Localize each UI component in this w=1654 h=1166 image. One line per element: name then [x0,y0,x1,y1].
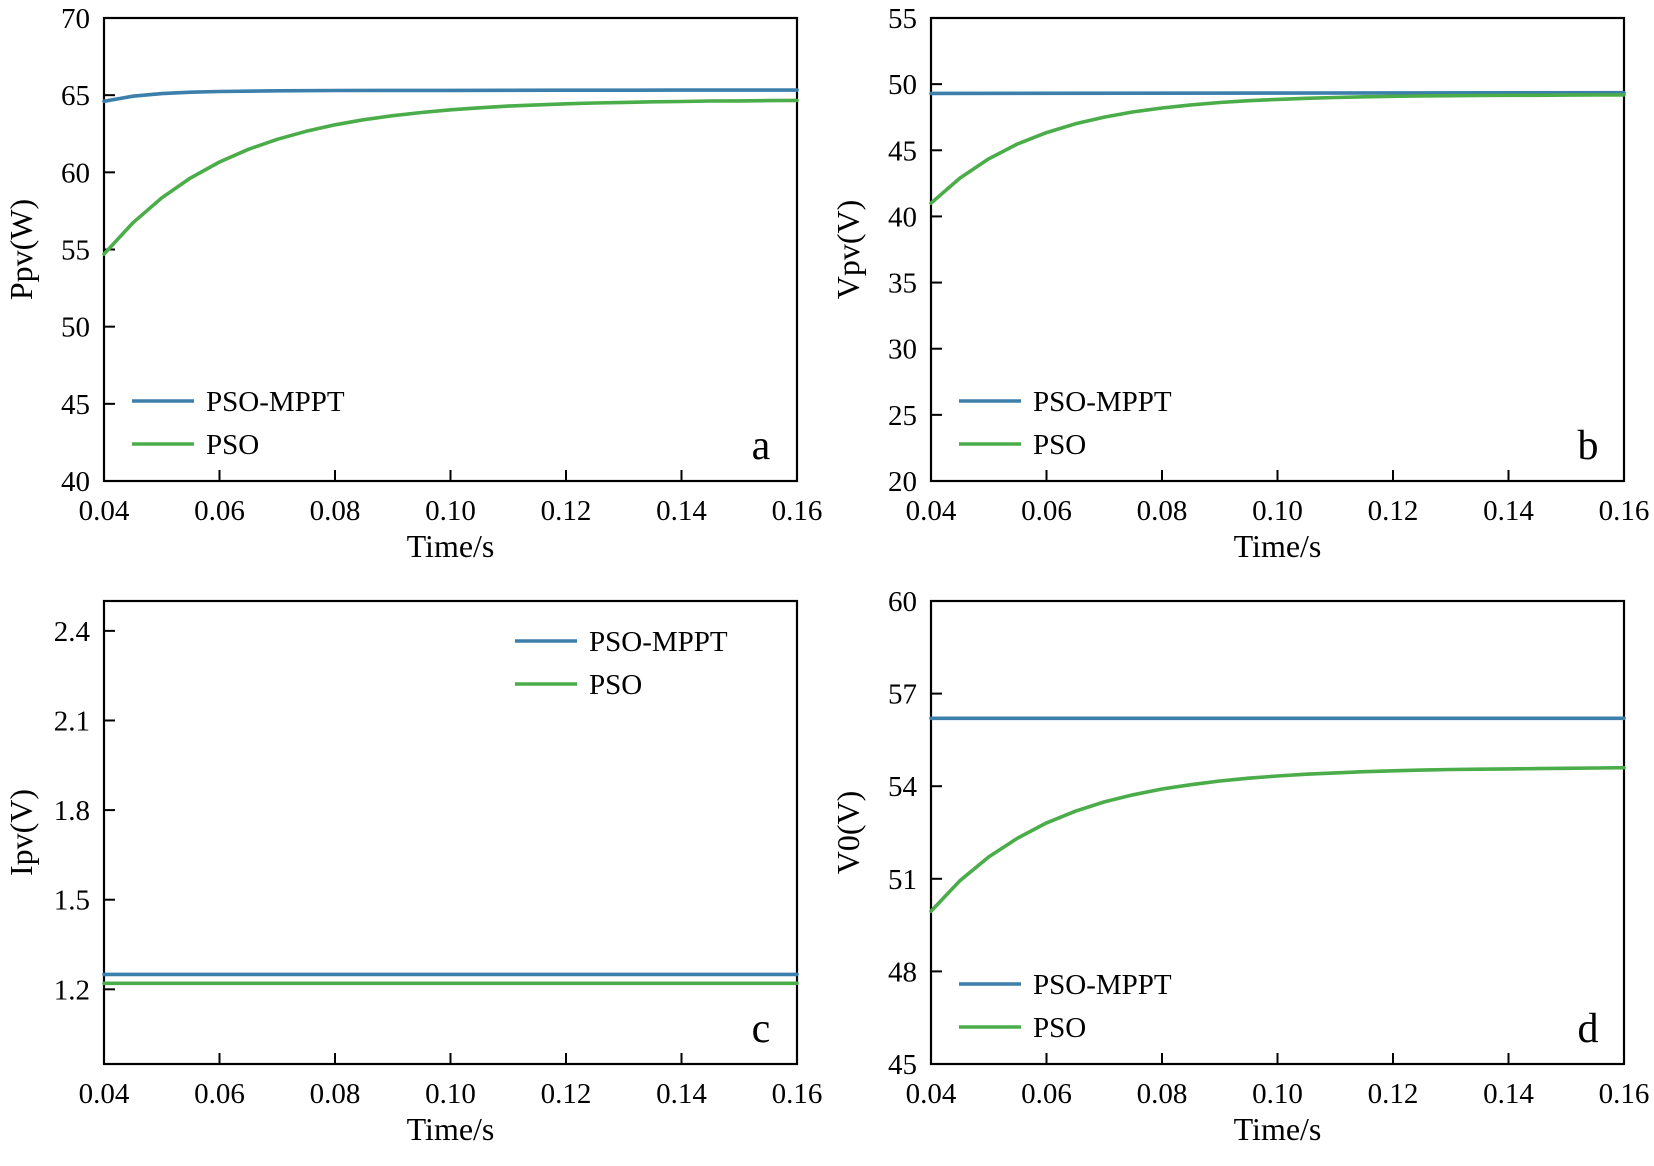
x-axis-title: Time/s [407,528,495,564]
y-axis-title: Vpv(V) [830,200,866,300]
x-tick-label: 0.14 [656,1078,707,1110]
x-tick-label: 0.06 [1021,495,1072,527]
legend-label-pso-mppt: PSO-MPPT [1033,969,1172,1001]
panel-letter: a [752,423,771,469]
y-tick-label: 45 [888,135,917,167]
x-axis-title: Time/s [1234,1111,1322,1147]
x-tick-label: 0.04 [79,1078,130,1110]
x-tick-label: 0.06 [1021,1078,1072,1110]
x-tick-label: 0.10 [1252,1078,1303,1110]
x-tick-label: 0.06 [194,1078,245,1110]
y-tick-label: 2.1 [54,705,90,737]
x-tick-label: 0.14 [1483,495,1534,527]
x-tick-label: 0.10 [425,495,476,527]
y-tick-label: 40 [888,201,917,233]
x-tick-label: 0.16 [1599,495,1650,527]
x-axis-title: Time/s [1234,528,1322,564]
panel-letter: c [752,1006,771,1052]
x-tick-label: 0.16 [1599,1078,1650,1110]
y-tick-label: 40 [61,466,90,498]
series-line-pso-mppt [102,88,799,104]
chart-a-ppv-vs-time: 0.04 0.06 0.08 0.10 0.12 0.14 0.16 40 45 50 55 60 65… [3,3,823,564]
chart-panel-d: 0.04 0.06 0.08 0.10 0.12 0.14 0.16 45 48 51 54 57 60… [827,583,1654,1166]
y-tick-label: 30 [888,334,917,366]
x-tick-label: 0.08 [310,1078,361,1110]
y-tick-label: 50 [61,312,90,344]
y-axis-title: Ipv(V) [3,789,39,876]
y-axis-title: V0(V) [830,791,866,875]
chart-c-ipv-vs-time: 0.04 0.06 0.08 0.10 0.12 0.14 0.16 1.2 1.5 1.8 2.1… [3,599,823,1147]
x-tick-label: 0.06 [194,495,245,527]
y-tick-label: 25 [888,400,917,432]
y-tick-label: 2.4 [54,616,91,648]
legend-label-pso: PSO [206,429,259,461]
y-tick-label: 35 [888,268,917,300]
panel-letter: b [1578,423,1599,469]
chart-panel-a: 0.04 0.06 0.08 0.10 0.12 0.14 0.16 40 45 50 55 60 65… [0,0,827,583]
y-tick-label: 20 [888,466,917,498]
series-line-pso [929,765,1626,914]
x-tick-label: 0.12 [1368,1078,1419,1110]
x-tick-label: 0.12 [541,1078,592,1110]
legend-label-pso-mppt: PSO-MPPT [589,626,728,658]
y-tick-label: 57 [888,679,917,711]
panel-letter: d [1578,1006,1599,1052]
y-tick-label: 45 [61,389,90,421]
x-tick-label: 0.14 [1483,1078,1534,1110]
x-tick-label: 0.08 [310,495,361,527]
x-tick-label: 0.16 [772,495,823,527]
y-tick-label: 1.5 [54,885,90,917]
plot-frame [102,599,799,1066]
y-axis-title: Ppv(W) [3,199,39,300]
legend-label-pso: PSO [1033,1012,1086,1044]
y-tick-label: 55 [61,235,90,267]
y-tick-label: 1.2 [54,974,90,1006]
legend-label-pso-mppt: PSO-MPPT [1033,386,1172,418]
x-tick-label: 0.10 [1252,495,1303,527]
legend-label-pso: PSO [1033,429,1086,461]
series-line-pso-mppt [929,90,1626,96]
legend-label-pso: PSO [589,669,642,701]
y-tick-label: 70 [61,3,90,35]
chart-b-vpv-vs-time: 0.04 0.06 0.08 0.10 0.12 0.14 0.16 20 25 30 35 40 45… [830,3,1650,564]
x-tick-label: 0.14 [656,495,707,527]
series-line-pso [929,93,1626,205]
legend-label-pso-mppt: PSO-MPPT [206,386,345,418]
x-tick-label: 0.08 [1137,495,1188,527]
series-line-pso [102,98,799,256]
chart-d-v0-vs-time: 0.04 0.06 0.08 0.10 0.12 0.14 0.16 45 48 51 54 57 60… [830,586,1650,1147]
x-tick-label: 0.04 [906,495,957,527]
chart-panel-c: 0.04 0.06 0.08 0.10 0.12 0.14 0.16 1.2 1.5 1.8 2.1… [0,583,827,1166]
y-tick-label: 51 [888,864,917,896]
y-tick-label: 48 [888,956,917,988]
x-tick-label: 0.12 [541,495,592,527]
x-tick-label: 0.08 [1137,1078,1188,1110]
x-axis-title: Time/s [407,1111,495,1147]
y-tick-label: 45 [888,1049,917,1081]
y-tick-label: 65 [61,80,90,112]
y-tick-label: 54 [888,771,918,803]
x-tick-label: 0.04 [906,1078,957,1110]
y-tick-label: 55 [888,3,917,35]
x-tick-label: 0.12 [1368,495,1419,527]
y-tick-label: 60 [61,157,90,189]
x-tick-label: 0.10 [425,1078,476,1110]
y-tick-label: 60 [888,586,917,618]
x-tick-label: 0.04 [79,495,130,527]
chart-panel-b: 0.04 0.06 0.08 0.10 0.12 0.14 0.16 20 25 30 35 40 45… [827,0,1654,583]
y-tick-label: 1.8 [54,795,90,827]
y-tick-label: 50 [888,69,917,101]
x-tick-label: 0.16 [772,1078,823,1110]
